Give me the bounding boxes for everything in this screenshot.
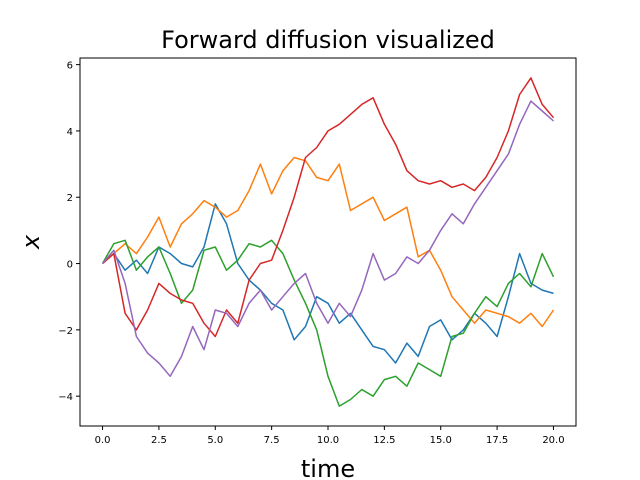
y-tick-label: 6 [67,61,73,72]
y-tick-label: 0 [67,260,73,271]
y-axis-label: x [17,234,45,250]
plot-frame [79,57,577,427]
series-group [101,77,555,407]
series-line-4 [102,77,555,338]
x-tick-label: 15.0 [430,435,452,446]
series-line-5 [101,100,554,378]
series-line-2 [102,156,555,328]
series-line-3 [101,239,555,407]
chart-title: Forward diffusion visualized [161,26,495,54]
x-tick-label: 17.5 [486,435,508,446]
ticks-group: 0.0 2.5 5.0 7.5 10.0 12.5 15.0 17.5 20.0 −4 −2 0 2 4 6 [58,61,564,446]
x-tick-label: 12.5 [373,435,395,446]
x-tick-label: 2.5 [151,435,167,446]
x-axis-label: time [301,455,355,480]
x-tick-label: 20.0 [542,435,564,446]
y-tick-label: 4 [67,127,73,138]
y-tick-label: −4 [58,392,73,403]
x-tick-label: 7.5 [264,435,280,446]
series-line-1 [102,203,554,364]
x-tick-label: 5.0 [207,435,223,446]
y-tick-label: 2 [67,193,73,204]
x-tick-label: 0.0 [95,435,111,446]
x-tick-label: 10.0 [317,435,339,446]
y-tick-label: −2 [58,326,73,337]
